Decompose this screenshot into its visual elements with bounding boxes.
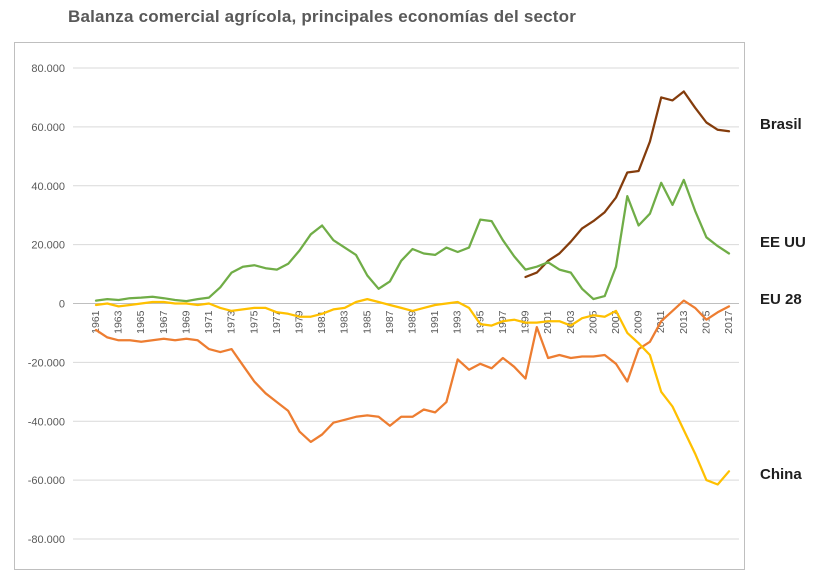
x-axis-tick-label: 2003 [565,310,577,334]
x-axis-tick-label: 1987 [384,310,396,334]
y-axis-tick-label: -40.000 [28,416,65,428]
x-axis-tick-label: 1963 [113,310,125,334]
y-axis-tick-label: 80.000 [31,63,65,75]
x-axis-tick-label: 1983 [339,310,351,334]
x-axis-tick-label: 1967 [158,310,170,334]
series-label-eu28: EU 28 [760,291,802,308]
series-label-china: China [760,466,802,483]
x-axis-tick-label: 1979 [293,310,305,334]
x-axis-tick-label: 1965 [135,310,147,334]
series-label-eeuu: EE UU [760,234,806,251]
x-axis-tick-label: 1993 [452,310,464,334]
x-axis-tick-label: 1975 [248,310,260,334]
series-line-eu28 [94,299,731,444]
x-axis-tick-label: 1985 [361,310,373,334]
x-axis-tick-label: 2017 [723,310,735,334]
y-axis-tick-label: 40.000 [31,181,65,193]
series-line-eeuu [94,178,731,303]
x-axis-tick-label: 1981 [316,310,328,334]
series-label-brasil: Brasil [760,116,802,133]
x-axis-tick-label: 1969 [180,310,192,334]
y-axis-tick-label: -60.000 [28,475,65,487]
x-axis-tick-label: 1989 [407,310,419,334]
series-line-brasil [524,90,731,279]
x-axis-tick-label: 1973 [226,310,238,334]
x-axis-tick-label: 1977 [271,310,283,334]
y-axis-tick-label: 60.000 [31,122,65,134]
x-axis-tick-label: 1961 [90,310,102,334]
y-axis-tick-label: 20.000 [31,240,65,252]
x-axis-tick-label: 2005 [587,310,599,334]
x-axis-tick-label: 2009 [633,310,645,334]
x-axis-tick-label: 1995 [474,310,486,334]
chart-title: Balanza comercial agrícola, principales … [68,7,577,26]
x-axis-tick-label: 2013 [678,310,690,334]
x-axis-tick-label: 1991 [429,310,441,334]
y-axis-tick-label: 0 [59,299,65,311]
x-axis-tick-label: 1971 [203,310,215,334]
chart-svg: 80.000 60.000 40.000 20.000 0 -20.000 -40.000 -… [28,63,739,546]
chart-frame: 80.000 60.000 40.000 20.000 0 -20.000 -40.000 -… [14,42,745,570]
y-axis-tick-label: -80.000 [28,534,65,546]
y-axis-tick-label: -20.000 [28,357,65,369]
series-line-china [94,297,731,486]
